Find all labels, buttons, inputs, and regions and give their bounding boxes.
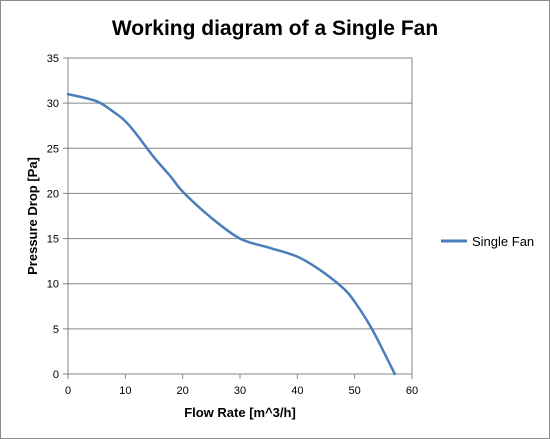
x-tick-label: 50 <box>349 385 361 397</box>
x-tick-label: 40 <box>291 385 303 397</box>
x-tick-label: 10 <box>119 385 131 397</box>
y-axis: 0 5 10 15 20 25 30 35 <box>47 53 68 381</box>
x-tick-label: 20 <box>177 385 189 397</box>
y-tick-label: 35 <box>47 53 59 65</box>
x-tick-label: 30 <box>234 385 246 397</box>
series-layer <box>66 92 397 376</box>
x-tick-label: 60 <box>406 385 418 397</box>
chart-title: Working diagram of a Single Fan <box>112 17 438 40</box>
y-tick-label: 0 <box>53 369 59 381</box>
x-axis: 0 10 20 30 40 50 60 <box>65 374 418 397</box>
y-tick-label: 25 <box>47 143 59 155</box>
y-tick-label: 5 <box>53 324 59 336</box>
plot-area <box>67 57 413 375</box>
legend: Single Fan <box>441 234 534 249</box>
y-tick-label: 10 <box>47 279 59 291</box>
legend-label-single-fan: Single Fan <box>472 234 534 249</box>
y-tick-label: 30 <box>47 98 59 110</box>
x-axis-label: Flow Rate [m^3/h] <box>184 405 296 420</box>
y-axis-label: Pressure Drop [Pa] <box>25 157 40 275</box>
series-line-single-fan <box>66 92 397 376</box>
y-tick-label: 15 <box>47 234 59 246</box>
x-tick-label: 0 <box>65 385 71 397</box>
y-tick-label: 20 <box>47 188 59 200</box>
gridlines <box>68 57 412 330</box>
